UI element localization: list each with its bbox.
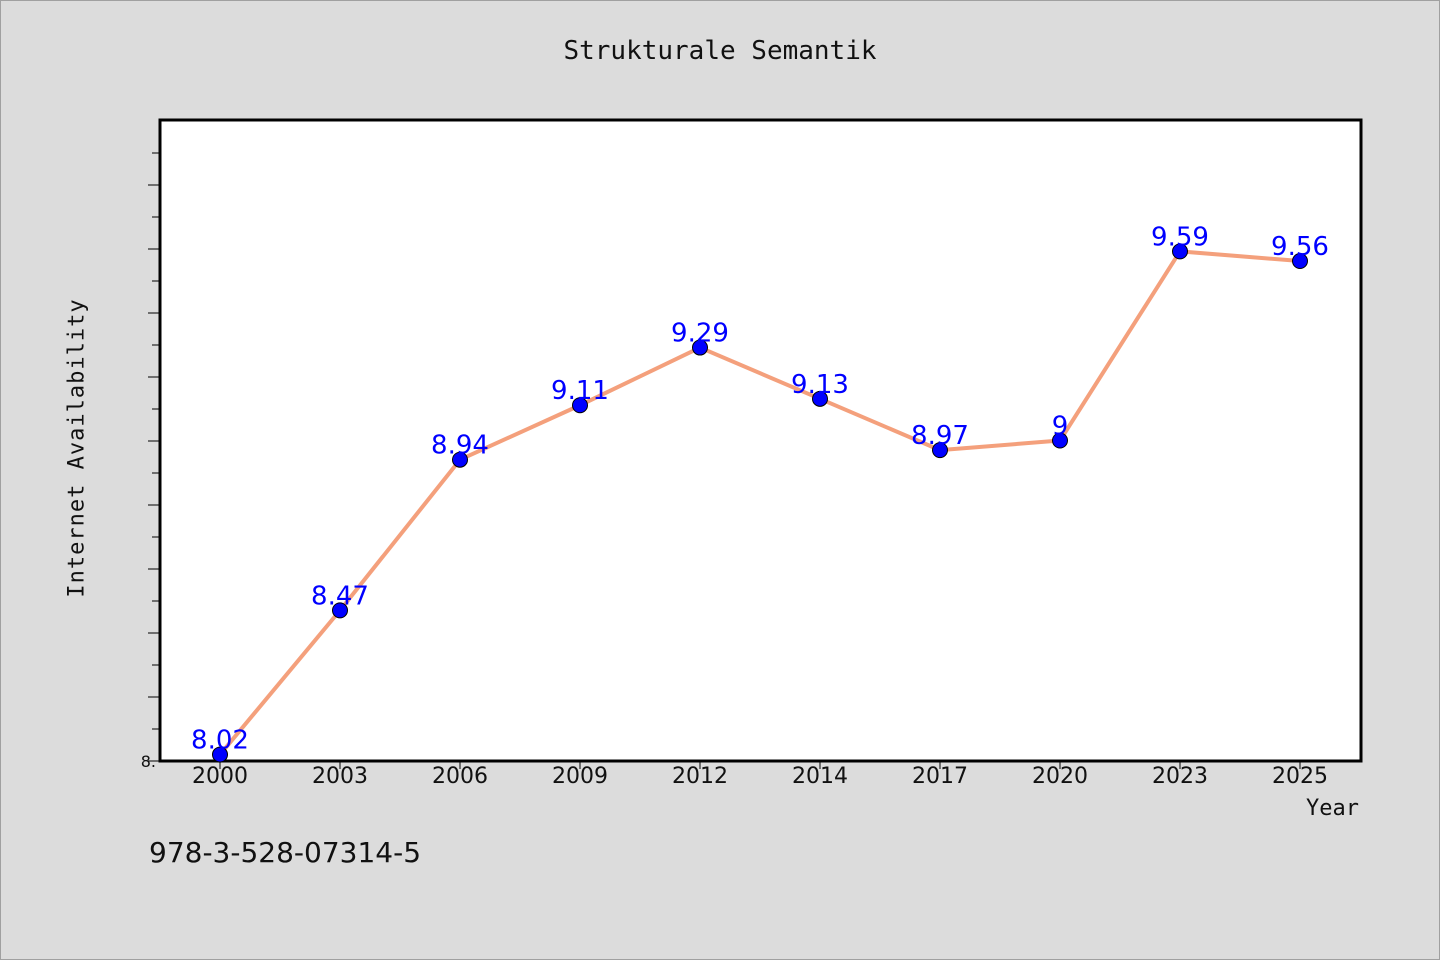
- x-tick-label: 2000: [192, 764, 248, 789]
- data-label: 8.02: [191, 726, 249, 756]
- x-tick-label: 2014: [792, 764, 848, 789]
- data-label: 9.56: [1271, 232, 1329, 262]
- data-label: 9.13: [791, 370, 849, 400]
- x-tick-label: 2020: [1032, 764, 1088, 789]
- x-tick-label: 2017: [912, 764, 968, 789]
- data-point: [932, 442, 948, 459]
- data-label: 8.47: [311, 581, 369, 611]
- data-label: 9: [1052, 412, 1069, 442]
- data-point: [212, 746, 228, 763]
- x-tick-label: 2023: [1152, 764, 1208, 789]
- footer-isbn: 978-3-528-07314-5: [149, 836, 422, 869]
- data-point: [1052, 432, 1068, 449]
- data-label: 9.29: [671, 319, 729, 349]
- data-point: [692, 339, 708, 356]
- x-tick-label: 2003: [312, 764, 368, 789]
- x-tick-label: 2006: [432, 764, 488, 789]
- x-tick-label: 2025: [1272, 764, 1328, 789]
- data-point: [452, 451, 468, 468]
- data-label: 9.59: [1151, 222, 1209, 252]
- x-tick-label: 2009: [552, 764, 608, 789]
- series-line: [218, 249, 1301, 756]
- data-point: [572, 397, 588, 414]
- data-point: [332, 602, 348, 619]
- data-point: [1292, 253, 1308, 270]
- plot-area: [158, 118, 1363, 763]
- data-point: [1172, 243, 1188, 260]
- x-axis-label: Year: [1306, 796, 1359, 821]
- data-label: 9.11: [551, 376, 609, 406]
- data-label: 8.94: [431, 431, 489, 461]
- data-label: 8.97: [911, 421, 969, 451]
- data-point: [812, 390, 828, 407]
- chart-title: Strukturale Semantik: [563, 36, 877, 66]
- y-tick-label: 8.: [141, 752, 156, 771]
- x-tick-label: 2012: [672, 764, 728, 789]
